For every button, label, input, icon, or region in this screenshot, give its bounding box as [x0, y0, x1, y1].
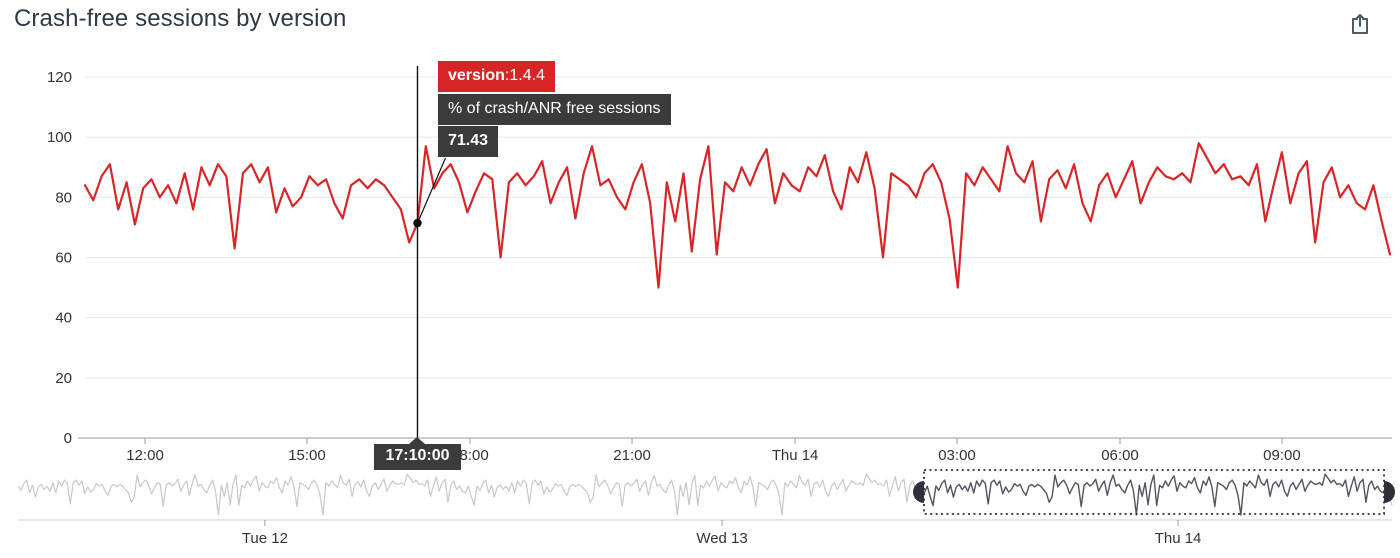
- minimap-axis-tick-label: Thu 14: [1155, 530, 1202, 547]
- tooltip-connector-line: [416, 157, 447, 224]
- x-axis-tick-label: 09:00: [1263, 447, 1301, 464]
- minimap-series-line: [17, 473, 1393, 516]
- brush-handle-right[interactable]: [1384, 481, 1396, 503]
- minimap-axis-tick-label: Tue 12: [242, 530, 288, 547]
- share-button[interactable]: [1346, 10, 1374, 38]
- y-axis-tick-label: 20: [55, 370, 72, 387]
- y-axis-tick-label: 100: [47, 129, 72, 146]
- hovered-data-point[interactable]: [413, 218, 422, 228]
- time-badge-pointer-icon: [409, 437, 426, 444]
- page-title: Crash-free sessions by version: [14, 5, 347, 32]
- minimap-series-line-selected: [924, 473, 1385, 516]
- x-axis-tick-label: 06:00: [1101, 447, 1139, 464]
- x-axis-tick-label: Thu 14: [772, 447, 819, 464]
- y-axis-tick-label: 40: [55, 310, 72, 327]
- minimap-axis-tick-label: Wed 13: [696, 530, 747, 547]
- x-axis-tick-label: 12:00: [126, 447, 164, 464]
- y-axis-tick-label: 60: [55, 250, 72, 267]
- y-axis-tick-label: 120: [47, 69, 72, 86]
- crosshair-time-text: 17:10:00: [385, 447, 450, 464]
- crosshair-time-badge: 17:10:00: [374, 437, 461, 470]
- x-axis-tick-label: 03:00: [938, 447, 976, 464]
- series-line-version-1-4-4: [83, 142, 1392, 289]
- y-axis-tick-label: 80: [55, 189, 72, 206]
- x-axis-tick-label: 15:00: [288, 447, 326, 464]
- brush-handle-left[interactable]: [913, 481, 925, 503]
- y-axis-tick-label: 0: [64, 430, 72, 447]
- share-icon: [1352, 14, 1368, 34]
- x-axis-tick-label: 18:00: [451, 447, 489, 464]
- x-axis-tick-label: 21:00: [613, 447, 651, 464]
